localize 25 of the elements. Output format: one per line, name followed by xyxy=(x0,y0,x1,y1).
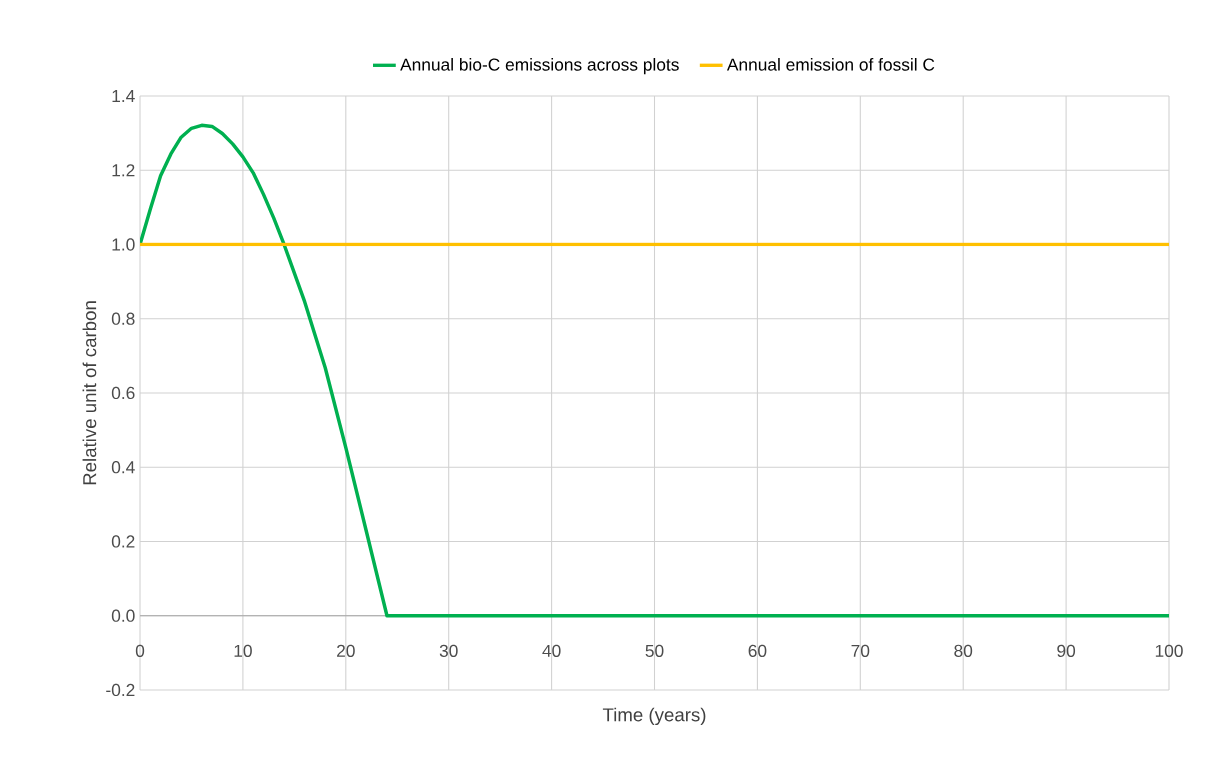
y-tick-label: 0.2 xyxy=(111,535,135,548)
y-tick-label: -0.2 xyxy=(106,683,135,697)
y-tick-label: 1.4 xyxy=(112,90,135,102)
y-tick-label: 1.0 xyxy=(112,238,135,251)
x-tick-label: 30 xyxy=(439,644,458,657)
x-tick-label: 50 xyxy=(645,644,664,657)
y-tick-label: 1.2 xyxy=(112,164,135,177)
x-tick-label: 10 xyxy=(234,644,252,657)
legend-label: Annual emission of fossil C xyxy=(726,58,935,71)
x-tick-label: 70 xyxy=(851,644,870,657)
x-tick-label: 80 xyxy=(954,644,973,657)
x-tick-label: 20 xyxy=(337,644,355,657)
x-tick-label: 0 xyxy=(135,644,145,657)
x-tick-label: 100 xyxy=(1155,644,1183,657)
y-tick-label: 0.8 xyxy=(111,312,135,325)
x-tick-label: 60 xyxy=(748,644,767,657)
line-series xyxy=(140,123,1169,618)
y-axis-title: Relative unit of carbon xyxy=(82,301,97,485)
x-axis-title: Time (years) xyxy=(602,707,706,726)
x-tick-label: 90 xyxy=(1057,644,1076,657)
y-tick-label: 0.4 xyxy=(111,461,135,474)
y-tick-label: 0.6 xyxy=(111,386,135,400)
legend-label: Annual bio-C emissions across plots xyxy=(400,58,679,75)
x-tick-label: 40 xyxy=(542,644,561,657)
y-tick-label: 0.0 xyxy=(111,609,135,622)
